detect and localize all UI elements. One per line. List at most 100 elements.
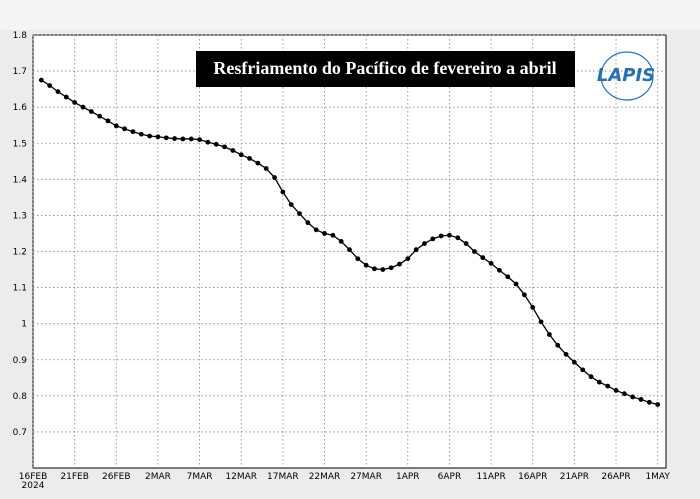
point xyxy=(621,391,627,397)
point xyxy=(63,94,69,100)
y-tick-label: 1.2 xyxy=(13,248,27,258)
point xyxy=(288,202,294,207)
point xyxy=(655,402,661,407)
x-year-label: 2024 xyxy=(22,481,45,491)
x-tick-label: 11APR xyxy=(476,472,505,482)
point xyxy=(313,227,319,233)
point xyxy=(213,141,219,147)
point xyxy=(538,319,544,325)
point xyxy=(397,261,402,267)
point xyxy=(580,367,586,373)
point xyxy=(347,247,352,253)
y-tick-label: 1.5 xyxy=(13,139,27,149)
x-tick-label: 26APR xyxy=(601,472,630,482)
point xyxy=(480,255,486,261)
logo: LAPIS xyxy=(597,65,655,86)
point xyxy=(97,113,103,119)
point xyxy=(105,118,111,124)
point xyxy=(388,265,394,271)
point xyxy=(413,247,419,253)
x-tick-label: 21FEB xyxy=(60,472,89,482)
x-tick-label: 12MAR xyxy=(225,472,257,482)
point xyxy=(422,241,427,246)
title-box xyxy=(196,51,575,87)
point xyxy=(163,135,169,141)
point xyxy=(88,109,94,114)
point xyxy=(155,134,161,140)
y-tick-label: 1.3 xyxy=(13,211,27,221)
point xyxy=(338,238,344,244)
point xyxy=(297,211,302,217)
point xyxy=(380,267,386,272)
x-tick-label: 27MAR xyxy=(350,472,382,482)
y-tick-label: 1 xyxy=(21,320,27,330)
point xyxy=(197,137,202,143)
point xyxy=(513,281,519,287)
y-tick-label: 0.7 xyxy=(13,428,27,438)
point xyxy=(205,139,211,145)
point xyxy=(447,232,452,238)
point xyxy=(322,231,327,236)
point xyxy=(247,156,252,161)
point xyxy=(472,249,477,254)
point xyxy=(263,166,269,171)
x-tick-label: 22MAR xyxy=(309,472,341,482)
point xyxy=(138,131,144,137)
point xyxy=(172,136,177,141)
point xyxy=(497,267,502,273)
point xyxy=(646,399,652,405)
point xyxy=(238,152,244,158)
point xyxy=(113,123,119,129)
point xyxy=(47,83,53,88)
point xyxy=(55,89,61,95)
point xyxy=(430,236,436,242)
y-tick-label: 0.8 xyxy=(13,392,28,402)
point xyxy=(230,148,236,153)
point xyxy=(563,351,569,357)
point xyxy=(463,241,469,246)
y-tick-label: 1.8 xyxy=(13,31,28,41)
x-tick-label: 21APR xyxy=(560,472,589,482)
y-tick-label: 1.4 xyxy=(13,175,28,185)
point xyxy=(372,266,377,272)
x-tick-label: 1MAY xyxy=(645,472,670,482)
x-tick-label: 16APR xyxy=(518,472,547,482)
point xyxy=(405,256,411,262)
point xyxy=(605,383,611,389)
point xyxy=(555,342,561,348)
chart-title: Resfriamento do Pacífico de fevereiro a … xyxy=(213,58,556,78)
top-band xyxy=(0,0,700,30)
x-tick-label: 6APR xyxy=(438,472,462,482)
y-tick-label: 1.1 xyxy=(13,284,27,294)
point xyxy=(613,388,619,393)
point xyxy=(222,144,227,150)
x-tick-label: 16FEB xyxy=(19,472,48,482)
point xyxy=(188,136,194,142)
point xyxy=(305,220,311,226)
x-tick-label: 7MAR xyxy=(187,472,213,482)
point xyxy=(488,261,494,266)
point xyxy=(38,77,44,83)
point xyxy=(638,397,644,402)
point xyxy=(72,100,78,105)
point xyxy=(438,233,444,239)
point xyxy=(596,379,602,385)
point xyxy=(505,274,511,280)
point xyxy=(280,189,286,195)
y-tick-label: 1.7 xyxy=(13,67,27,77)
y-tick-label: 0.9 xyxy=(13,356,28,366)
point xyxy=(630,394,636,400)
x-tick-label: 1APR xyxy=(396,472,420,482)
point xyxy=(355,256,361,262)
point xyxy=(363,262,369,268)
point xyxy=(330,232,336,238)
point xyxy=(147,133,153,139)
point xyxy=(255,160,261,166)
logo-ring xyxy=(600,51,654,101)
point xyxy=(571,359,577,365)
point xyxy=(80,104,86,110)
point xyxy=(130,129,136,135)
x-tick-label: 17MAR xyxy=(267,472,299,482)
point xyxy=(455,235,461,241)
